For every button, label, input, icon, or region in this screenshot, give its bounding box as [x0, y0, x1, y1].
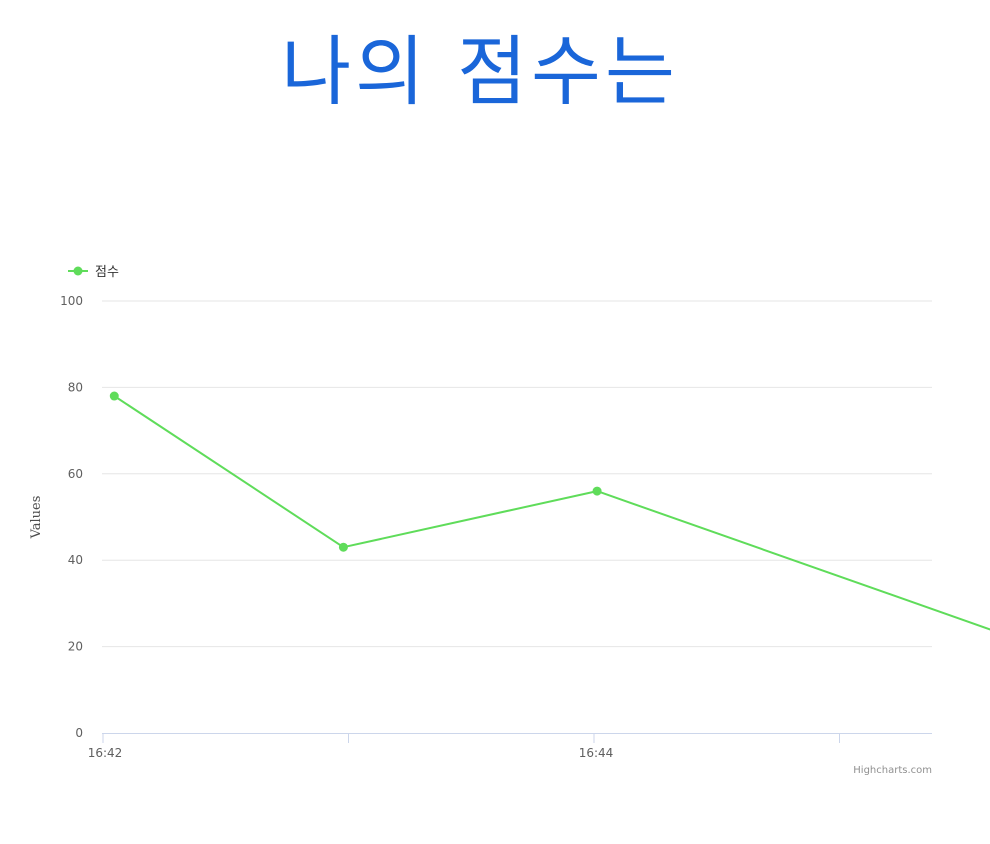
page-title: 나의 점수는 — [281, 27, 679, 116]
y-tick-label: 20 — [68, 640, 83, 654]
data-point[interactable] — [338, 542, 348, 552]
x-tick-label: 16:44 — [579, 746, 614, 760]
legend-marker-symbol — [73, 266, 83, 276]
y-tick-label: 100 — [60, 294, 83, 308]
data-point[interactable] — [109, 391, 119, 401]
x-tick-label: 16:42 — [88, 746, 123, 760]
x-axis — [102, 733, 932, 743]
y-tick-label: 0 — [75, 726, 83, 740]
series-layer — [109, 391, 990, 660]
y-axis-title: Values — [29, 496, 44, 540]
x-axis-tick-labels: 16:42 16:44 — [88, 746, 614, 760]
legend-item-label[interactable]: 점수 — [95, 265, 119, 280]
y-tick-label: 60 — [68, 467, 83, 481]
y-tick-label: 40 — [68, 553, 83, 567]
credits-link[interactable]: Highcharts.com — [853, 765, 932, 776]
legend[interactable]: 점수 — [68, 265, 119, 280]
series-line[interactable] — [113, 395, 990, 660]
grid-lines — [102, 300, 932, 648]
y-tick-label: 80 — [68, 380, 83, 394]
y-axis-tick-labels: 0 20 40 60 80 100 — [60, 294, 83, 740]
data-point[interactable] — [592, 486, 602, 496]
